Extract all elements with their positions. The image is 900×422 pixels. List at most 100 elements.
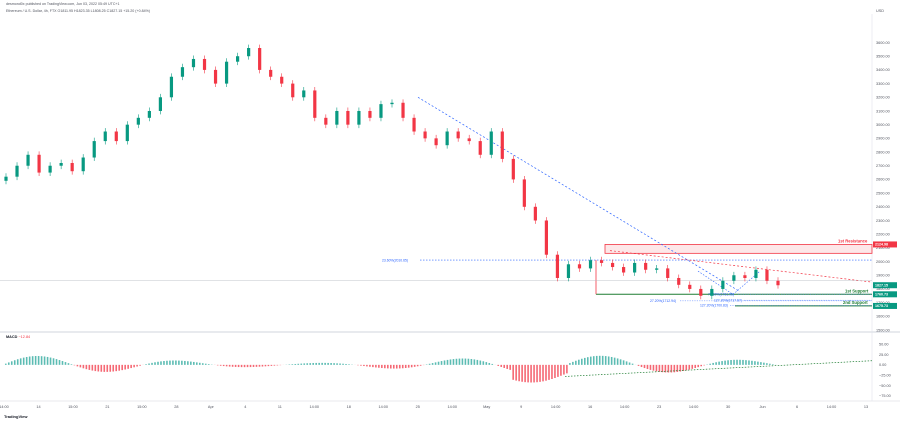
candle xyxy=(633,262,637,273)
price-tick: 1900.00 xyxy=(876,274,890,278)
macd-bar xyxy=(127,364,129,369)
macd-bar xyxy=(157,361,159,365)
price-tick: 2000.00 xyxy=(876,260,890,264)
candle xyxy=(81,157,85,172)
macd-bar xyxy=(458,358,461,365)
macd-bar xyxy=(49,357,52,365)
fib-label-2: 78.60%(1761.96) xyxy=(708,292,734,296)
price-tick: 2700.00 xyxy=(876,164,890,168)
currency-label: USD xyxy=(876,9,884,13)
macd-bar xyxy=(303,363,306,365)
macd-bar xyxy=(581,358,583,365)
macd-bar xyxy=(58,360,61,365)
macd-bar xyxy=(31,356,34,365)
macd-bar xyxy=(252,364,255,367)
price-tag-label: 2124.98 xyxy=(875,243,888,247)
macd-bar xyxy=(712,362,714,365)
macd-bar xyxy=(97,364,100,372)
macd-bar xyxy=(40,356,43,365)
time-tick: 14:00 xyxy=(689,405,699,409)
price-tag-label: 1827.15 xyxy=(875,284,888,288)
macd-bar xyxy=(679,364,682,372)
macd-bar xyxy=(676,364,679,372)
macd-bar xyxy=(401,364,404,369)
candles xyxy=(4,44,780,300)
candle xyxy=(677,277,681,285)
fib-label-5: 127.20%(1700.83) xyxy=(700,304,728,308)
macd-bar xyxy=(554,364,556,378)
macd-bar xyxy=(106,364,109,372)
macd-bar xyxy=(539,364,541,382)
time-tick: 28 xyxy=(174,405,178,409)
time-tick: Jun xyxy=(759,405,765,409)
price-tick: 3100.00 xyxy=(876,109,890,113)
price-tick: 1500.00 xyxy=(876,328,890,332)
macd-bar xyxy=(61,361,64,365)
macd-bar xyxy=(145,364,147,365)
candle xyxy=(489,131,493,155)
macd-bar xyxy=(649,364,652,370)
candle xyxy=(776,280,780,286)
candle xyxy=(522,179,526,207)
macd-bar xyxy=(100,364,103,372)
macd-value: −12.84 xyxy=(18,335,31,339)
macd-bar xyxy=(306,363,309,365)
time-axis[interactable]: 14:00 14 15:00 21 15:00 28 Apr 4 11 14:00 18 14:00 2… xyxy=(0,405,868,409)
macd-bar xyxy=(76,364,79,367)
price-axis[interactable]: 3600.00 3500.00 3400.00 3300.00 3200.00 3100.… xyxy=(876,41,890,332)
macd-bar xyxy=(482,361,485,365)
candle xyxy=(202,58,207,70)
price-tick: 3400.00 xyxy=(876,68,890,72)
candle xyxy=(191,58,196,68)
time-tick: 14:00 xyxy=(447,405,457,409)
macd-tick: 25.00 xyxy=(879,353,889,357)
macd-bar xyxy=(524,364,526,383)
candle xyxy=(280,76,284,84)
macd-bar xyxy=(730,359,732,365)
macd-bar xyxy=(616,358,619,365)
macd-bar xyxy=(563,364,565,375)
time-tick: 25 xyxy=(416,405,420,409)
macd-bar xyxy=(52,358,55,365)
macd-bar xyxy=(658,364,661,372)
macd-trendline xyxy=(564,360,873,377)
candle xyxy=(302,90,306,98)
macd-bar xyxy=(694,364,697,369)
candle xyxy=(445,131,449,146)
annotations: 1st Resistance 1st Support 2nd Support 23.6… xyxy=(0,96,873,308)
macd-bar xyxy=(443,360,446,365)
price-tick: 2200.00 xyxy=(876,232,890,236)
candle xyxy=(357,110,361,125)
macd-bar xyxy=(246,364,249,368)
macd-bar xyxy=(37,356,40,365)
candle xyxy=(599,260,604,263)
macd-bar xyxy=(479,360,482,365)
trendline-blue xyxy=(417,96,741,292)
macd-bar xyxy=(521,364,523,382)
candle xyxy=(48,165,52,173)
macd-bar xyxy=(613,357,616,365)
macd-bar xyxy=(291,364,294,365)
fib-leg-1 xyxy=(697,270,734,295)
macd-bar xyxy=(103,364,106,372)
macd-bar xyxy=(584,357,586,365)
macd-bar xyxy=(243,364,246,368)
macd-bar xyxy=(249,364,252,368)
macd-bar xyxy=(637,364,640,366)
macd-bar xyxy=(19,358,22,365)
candle xyxy=(70,162,74,172)
macd-bar xyxy=(515,364,517,381)
price-tag xyxy=(873,302,897,309)
macd-bar xyxy=(530,364,532,383)
support-2-label: 2nd Support xyxy=(843,300,868,305)
candle xyxy=(324,117,328,125)
macd-bar xyxy=(184,360,186,365)
macd-bar xyxy=(646,364,649,370)
macd-bar xyxy=(497,364,500,366)
macd-bar xyxy=(4,363,7,365)
candle xyxy=(158,97,162,111)
macd-label: MACD xyxy=(6,335,18,339)
price-tick: 2100.00 xyxy=(876,246,890,250)
price-tags: 2124.98 1827.15 1760.73 1675.73 xyxy=(873,241,897,309)
